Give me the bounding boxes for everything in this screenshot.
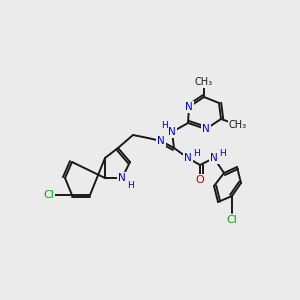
Text: N: N — [210, 153, 218, 163]
Text: N: N — [184, 153, 192, 163]
Text: N: N — [185, 102, 193, 112]
Text: N: N — [157, 136, 165, 146]
Text: N: N — [118, 173, 126, 183]
Text: H: H — [127, 182, 134, 190]
Text: O: O — [196, 175, 204, 185]
Text: H: H — [219, 148, 225, 158]
Text: H: H — [162, 121, 168, 130]
Text: Cl: Cl — [226, 215, 237, 225]
Text: N: N — [202, 124, 210, 134]
Text: CH₃: CH₃ — [229, 120, 247, 130]
Text: H: H — [193, 148, 200, 158]
Text: CH₃: CH₃ — [195, 77, 213, 87]
Text: Cl: Cl — [44, 190, 54, 200]
Text: N: N — [168, 127, 176, 137]
